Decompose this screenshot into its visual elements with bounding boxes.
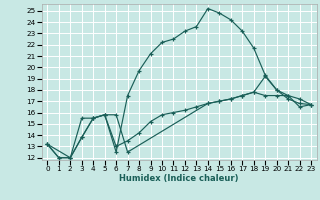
X-axis label: Humidex (Indice chaleur): Humidex (Indice chaleur) [119,174,239,183]
